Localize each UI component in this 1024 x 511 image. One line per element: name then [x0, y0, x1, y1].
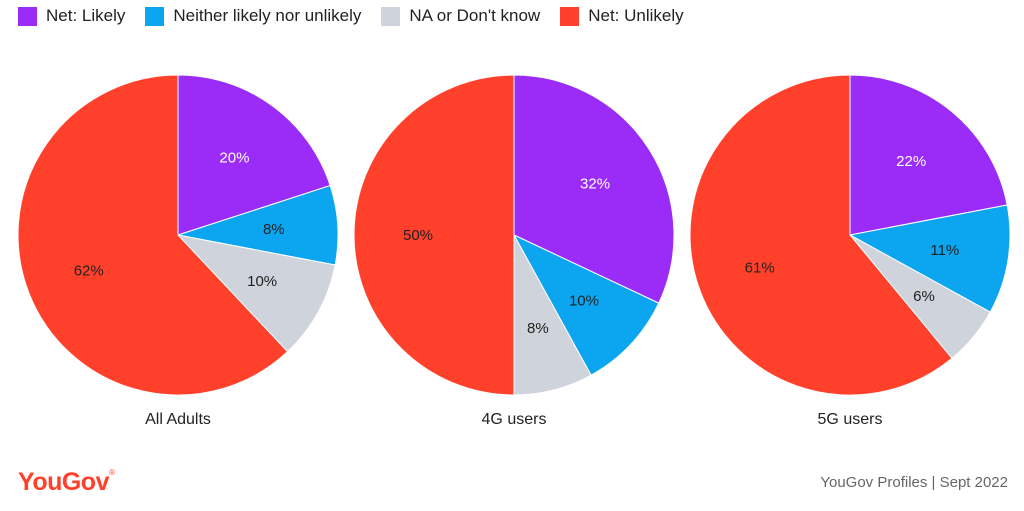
registered-mark: ® — [108, 468, 115, 477]
legend-swatch-neither — [145, 6, 165, 26]
pie-1: 20% 8% 10% 62% All Adults — [17, 74, 339, 428]
legend-label-neither: Neither likely nor unlikely — [173, 6, 362, 25]
pie-1-slice-na — [176, 234, 336, 353]
pie-2-slice-neither — [512, 233, 660, 376]
pie-3-slice-net-likely — [849, 74, 1008, 236]
legend-swatch-net-unlikely — [560, 6, 580, 26]
legend-item-na: NA or Don't know — [381, 6, 540, 26]
pie-1-slice-net-unlikely — [17, 74, 289, 396]
legend-swatch-net-likely — [18, 6, 37, 26]
pie-3-label-na: 6% — [913, 288, 935, 305]
pie-3-label-net-unlikely: 61% — [745, 260, 775, 277]
pie-3-slice-neither — [848, 204, 1011, 313]
legend-item-net-unlikely: Net: Unlikely — [560, 6, 684, 26]
pie-1-label-net-unlikely: 62% — [74, 262, 104, 279]
legend-item-neither: Neither likely nor unlikely — [145, 6, 361, 26]
legend-item-net-likely: Net: Likely — [18, 6, 125, 26]
pie-3: 22% 11% 6% 61% 5G users — [689, 74, 1011, 428]
pie-2-label-na: 8% — [527, 320, 549, 337]
yougov-logo: YouGov® — [18, 468, 115, 497]
legend: Net: Likely Neither likely nor unlikely … — [18, 6, 684, 26]
pie-3-title: 5G users — [818, 411, 883, 428]
pie-1-title: All Adults — [145, 411, 211, 428]
legend-label-na: NA or Don't know — [409, 6, 541, 25]
pie-1-label-neither: 8% — [263, 221, 285, 238]
pie-2-label-net-likely: 32% — [580, 176, 610, 193]
pie-1-slice-net-likely — [177, 74, 331, 236]
pie-2-slice-net-likely — [513, 74, 675, 304]
pie-2-slice-net-unlikely — [353, 74, 515, 396]
pie-3-slice-net-unlikely — [689, 74, 953, 396]
pie-2-label-net-unlikely: 50% — [403, 227, 433, 244]
yougov-logo-text: YouGov — [18, 468, 109, 496]
pie-2: 32% 10% 8% 50% 4G users — [353, 74, 675, 428]
pie-2-label-neither: 10% — [569, 293, 599, 310]
pie-2-title: 4G users — [482, 411, 547, 428]
pie-3-label-net-likely: 22% — [896, 153, 926, 170]
pie-1-label-na: 10% — [247, 273, 277, 290]
legend-label-net-likely: Net: Likely — [46, 6, 126, 25]
legend-label-net-unlikely: Net: Unlikely — [588, 6, 684, 25]
pie-3-label-neither: 11% — [930, 242, 959, 259]
pie-1-label-net-likely: 20% — [219, 149, 249, 166]
legend-swatch-na — [381, 6, 401, 26]
source-note: YouGov Profiles | Sept 2022 — [820, 474, 1008, 491]
